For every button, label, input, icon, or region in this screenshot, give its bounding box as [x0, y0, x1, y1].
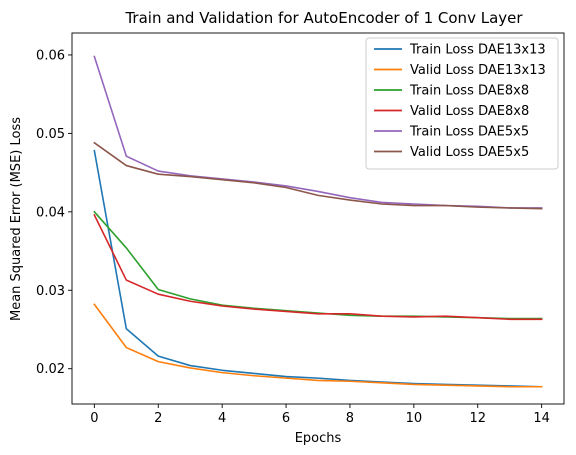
legend-label-5: Valid Loss DAE5x5	[410, 145, 529, 160]
legend-label-2: Train Loss DAE8x8	[409, 84, 529, 99]
legend-label-1: Valid Loss DAE13x13	[410, 63, 546, 78]
x-axis-label: Epochs	[295, 431, 342, 446]
chart-title: Train and Validation for AutoEncoder of …	[124, 9, 523, 27]
series-line-3	[93, 213, 543, 321]
y-axis-label: Mean Squared Error (MSE) Loss	[9, 117, 24, 321]
series-line-2	[93, 210, 543, 320]
x-tick-label: 10	[406, 411, 423, 426]
x-tick-label: 6	[282, 411, 290, 426]
legend-label-4: Train Loss DAE5x5	[409, 125, 529, 140]
y-tick-label: 0.06	[36, 48, 65, 63]
series-line-1	[93, 303, 543, 388]
y-tick-label: 0.02	[36, 362, 65, 377]
x-tick-label: 14	[533, 411, 550, 426]
x-tick-label: 2	[154, 411, 162, 426]
x-axis: 0 2 4 6 8 10 12 14	[90, 404, 550, 426]
series-line-5	[93, 141, 543, 210]
x-tick-label: 8	[346, 411, 354, 426]
x-tick-label: 12	[469, 411, 486, 426]
legend: Train Loss DAE13x13 Valid Loss DAE13x13 Tr…	[365, 37, 559, 170]
y-tick-label: 0.03	[36, 284, 65, 299]
plot-frame	[71, 32, 565, 405]
plot-area	[71, 32, 565, 405]
y-axis: 0.02 0.03 0.04 0.05 0.06	[36, 48, 72, 377]
y-tick-label: 0.05	[36, 127, 65, 142]
legend-label-0: Train Loss DAE13x13	[409, 43, 546, 58]
series-line-0	[93, 149, 543, 388]
legend-box	[365, 37, 559, 170]
x-tick-label: 4	[218, 411, 226, 426]
x-tick-label: 0	[90, 411, 98, 426]
y-tick-label: 0.04	[36, 205, 65, 220]
legend-label-3: Valid Loss DAE8x8	[410, 104, 529, 119]
